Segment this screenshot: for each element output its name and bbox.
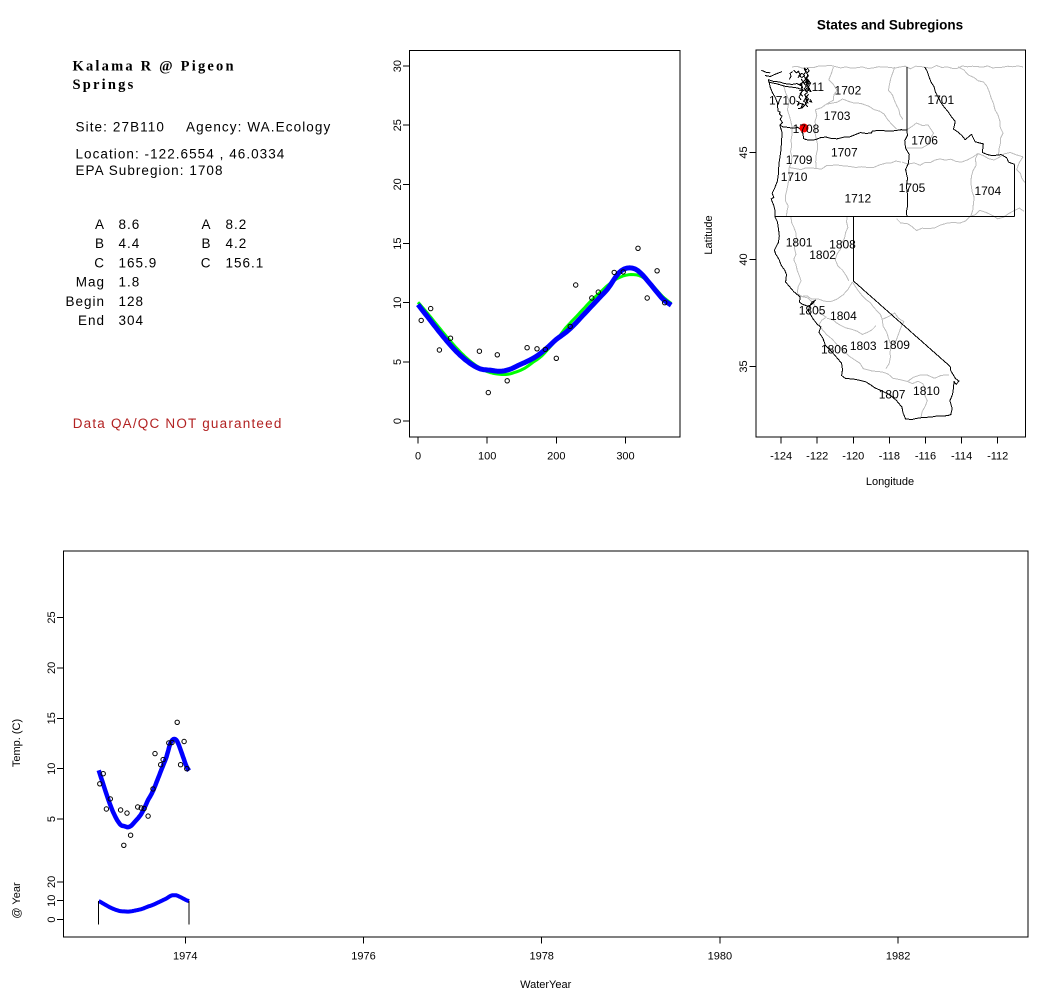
svg-text:A: A bbox=[95, 217, 105, 232]
svg-text:1710: 1710 bbox=[769, 94, 796, 108]
svg-text:EPA Subregion: 1708: EPA Subregion: 1708 bbox=[76, 163, 224, 178]
svg-text:8.6: 8.6 bbox=[119, 217, 141, 232]
svg-text:8.2: 8.2 bbox=[226, 217, 248, 232]
svg-text:1712: 1712 bbox=[844, 192, 871, 206]
svg-text:1976: 1976 bbox=[351, 951, 375, 963]
svg-text:1711: 1711 bbox=[798, 80, 824, 94]
svg-text:1804: 1804 bbox=[830, 309, 857, 323]
svg-text:1810: 1810 bbox=[913, 384, 940, 398]
svg-text:-124: -124 bbox=[770, 451, 792, 463]
svg-text:1802: 1802 bbox=[809, 248, 836, 262]
svg-text:5: 5 bbox=[392, 359, 404, 365]
svg-text:Longitude: Longitude bbox=[866, 476, 914, 488]
svg-text:1710: 1710 bbox=[781, 170, 808, 184]
svg-text:20: 20 bbox=[392, 178, 404, 190]
svg-text:1801: 1801 bbox=[786, 235, 813, 249]
svg-text:States and Subregions: States and Subregions bbox=[817, 18, 963, 33]
svg-text:0: 0 bbox=[392, 418, 404, 424]
svg-text:-118: -118 bbox=[879, 451, 900, 463]
svg-text:A: A bbox=[201, 217, 211, 232]
svg-text:C: C bbox=[94, 255, 105, 270]
svg-text:B: B bbox=[201, 236, 211, 251]
svg-text:-120: -120 bbox=[842, 451, 864, 463]
svg-text:B: B bbox=[95, 236, 105, 251]
svg-text:0: 0 bbox=[415, 451, 421, 463]
svg-text:128: 128 bbox=[119, 294, 145, 309]
svg-text:15: 15 bbox=[392, 237, 404, 249]
svg-text:1708: 1708 bbox=[793, 122, 820, 136]
svg-text:25: 25 bbox=[46, 611, 58, 623]
svg-text:1704: 1704 bbox=[974, 184, 1001, 198]
svg-text:300: 300 bbox=[616, 451, 634, 463]
svg-text:1706: 1706 bbox=[911, 134, 938, 148]
svg-text:1807: 1807 bbox=[879, 387, 906, 401]
svg-text:200: 200 bbox=[547, 451, 565, 463]
svg-text:25: 25 bbox=[392, 119, 404, 131]
svg-text:5: 5 bbox=[46, 816, 58, 822]
svg-text:Temp. (C): Temp. (C) bbox=[11, 719, 23, 767]
svg-text:-116: -116 bbox=[915, 451, 936, 463]
svg-text:156.1: 156.1 bbox=[226, 255, 265, 270]
svg-text:4.4: 4.4 bbox=[119, 236, 141, 251]
svg-text:10: 10 bbox=[392, 297, 404, 309]
svg-text:0: 0 bbox=[46, 916, 58, 922]
svg-text:1809: 1809 bbox=[883, 338, 910, 352]
svg-text:1803: 1803 bbox=[850, 339, 877, 353]
svg-text:304: 304 bbox=[119, 313, 145, 328]
svg-text:1806: 1806 bbox=[821, 342, 848, 356]
svg-text:4.2: 4.2 bbox=[226, 236, 248, 251]
svg-text:1805: 1805 bbox=[799, 303, 826, 317]
svg-text:30: 30 bbox=[392, 60, 404, 72]
svg-text:-112: -112 bbox=[987, 451, 1008, 463]
svg-text:1707: 1707 bbox=[831, 146, 858, 160]
svg-text:165.9: 165.9 bbox=[119, 255, 158, 270]
svg-text:1702: 1702 bbox=[835, 83, 862, 97]
svg-text:Kalama R @ Pigeon: Kalama R @ Pigeon bbox=[73, 59, 236, 75]
svg-text:10: 10 bbox=[46, 763, 58, 775]
svg-text:Agency: WA.Ecology: Agency: WA.Ecology bbox=[186, 120, 331, 135]
svg-text:20: 20 bbox=[46, 662, 58, 674]
svg-text:-114: -114 bbox=[951, 451, 972, 463]
svg-text:20: 20 bbox=[46, 876, 58, 888]
svg-text:1705: 1705 bbox=[899, 181, 926, 195]
svg-text:WaterYear: WaterYear bbox=[520, 979, 571, 991]
svg-text:1.8: 1.8 bbox=[119, 275, 141, 290]
svg-text:35: 35 bbox=[738, 360, 750, 372]
svg-text:Latitude: Latitude bbox=[703, 215, 715, 254]
svg-text:Springs: Springs bbox=[73, 77, 136, 93]
svg-text:1709: 1709 bbox=[786, 153, 813, 167]
svg-text:C: C bbox=[201, 255, 212, 270]
svg-text:@ Year: @ Year bbox=[11, 882, 23, 919]
svg-text:Location: -122.6554 , 46.0334: Location: -122.6554 , 46.0334 bbox=[76, 147, 286, 162]
svg-text:1701: 1701 bbox=[927, 93, 954, 107]
svg-text:1982: 1982 bbox=[886, 951, 910, 963]
svg-text:End: End bbox=[78, 313, 105, 328]
svg-text:10: 10 bbox=[46, 895, 58, 907]
svg-text:45: 45 bbox=[738, 146, 750, 158]
svg-text:100: 100 bbox=[478, 451, 496, 463]
svg-text:Begin: Begin bbox=[65, 294, 105, 309]
svg-text:Site: 27B110: Site: 27B110 bbox=[76, 120, 166, 135]
svg-text:1703: 1703 bbox=[824, 109, 851, 123]
svg-text:Mag: Mag bbox=[76, 275, 105, 290]
svg-text:1980: 1980 bbox=[708, 951, 732, 963]
svg-text:1974: 1974 bbox=[173, 951, 197, 963]
svg-text:Data QA/QC NOT guaranteed: Data QA/QC NOT guaranteed bbox=[73, 416, 283, 431]
svg-text:-122: -122 bbox=[806, 451, 828, 463]
svg-text:15: 15 bbox=[46, 712, 58, 724]
svg-text:40: 40 bbox=[738, 253, 750, 265]
svg-text:1978: 1978 bbox=[529, 951, 553, 963]
svg-text:1808: 1808 bbox=[829, 238, 856, 252]
